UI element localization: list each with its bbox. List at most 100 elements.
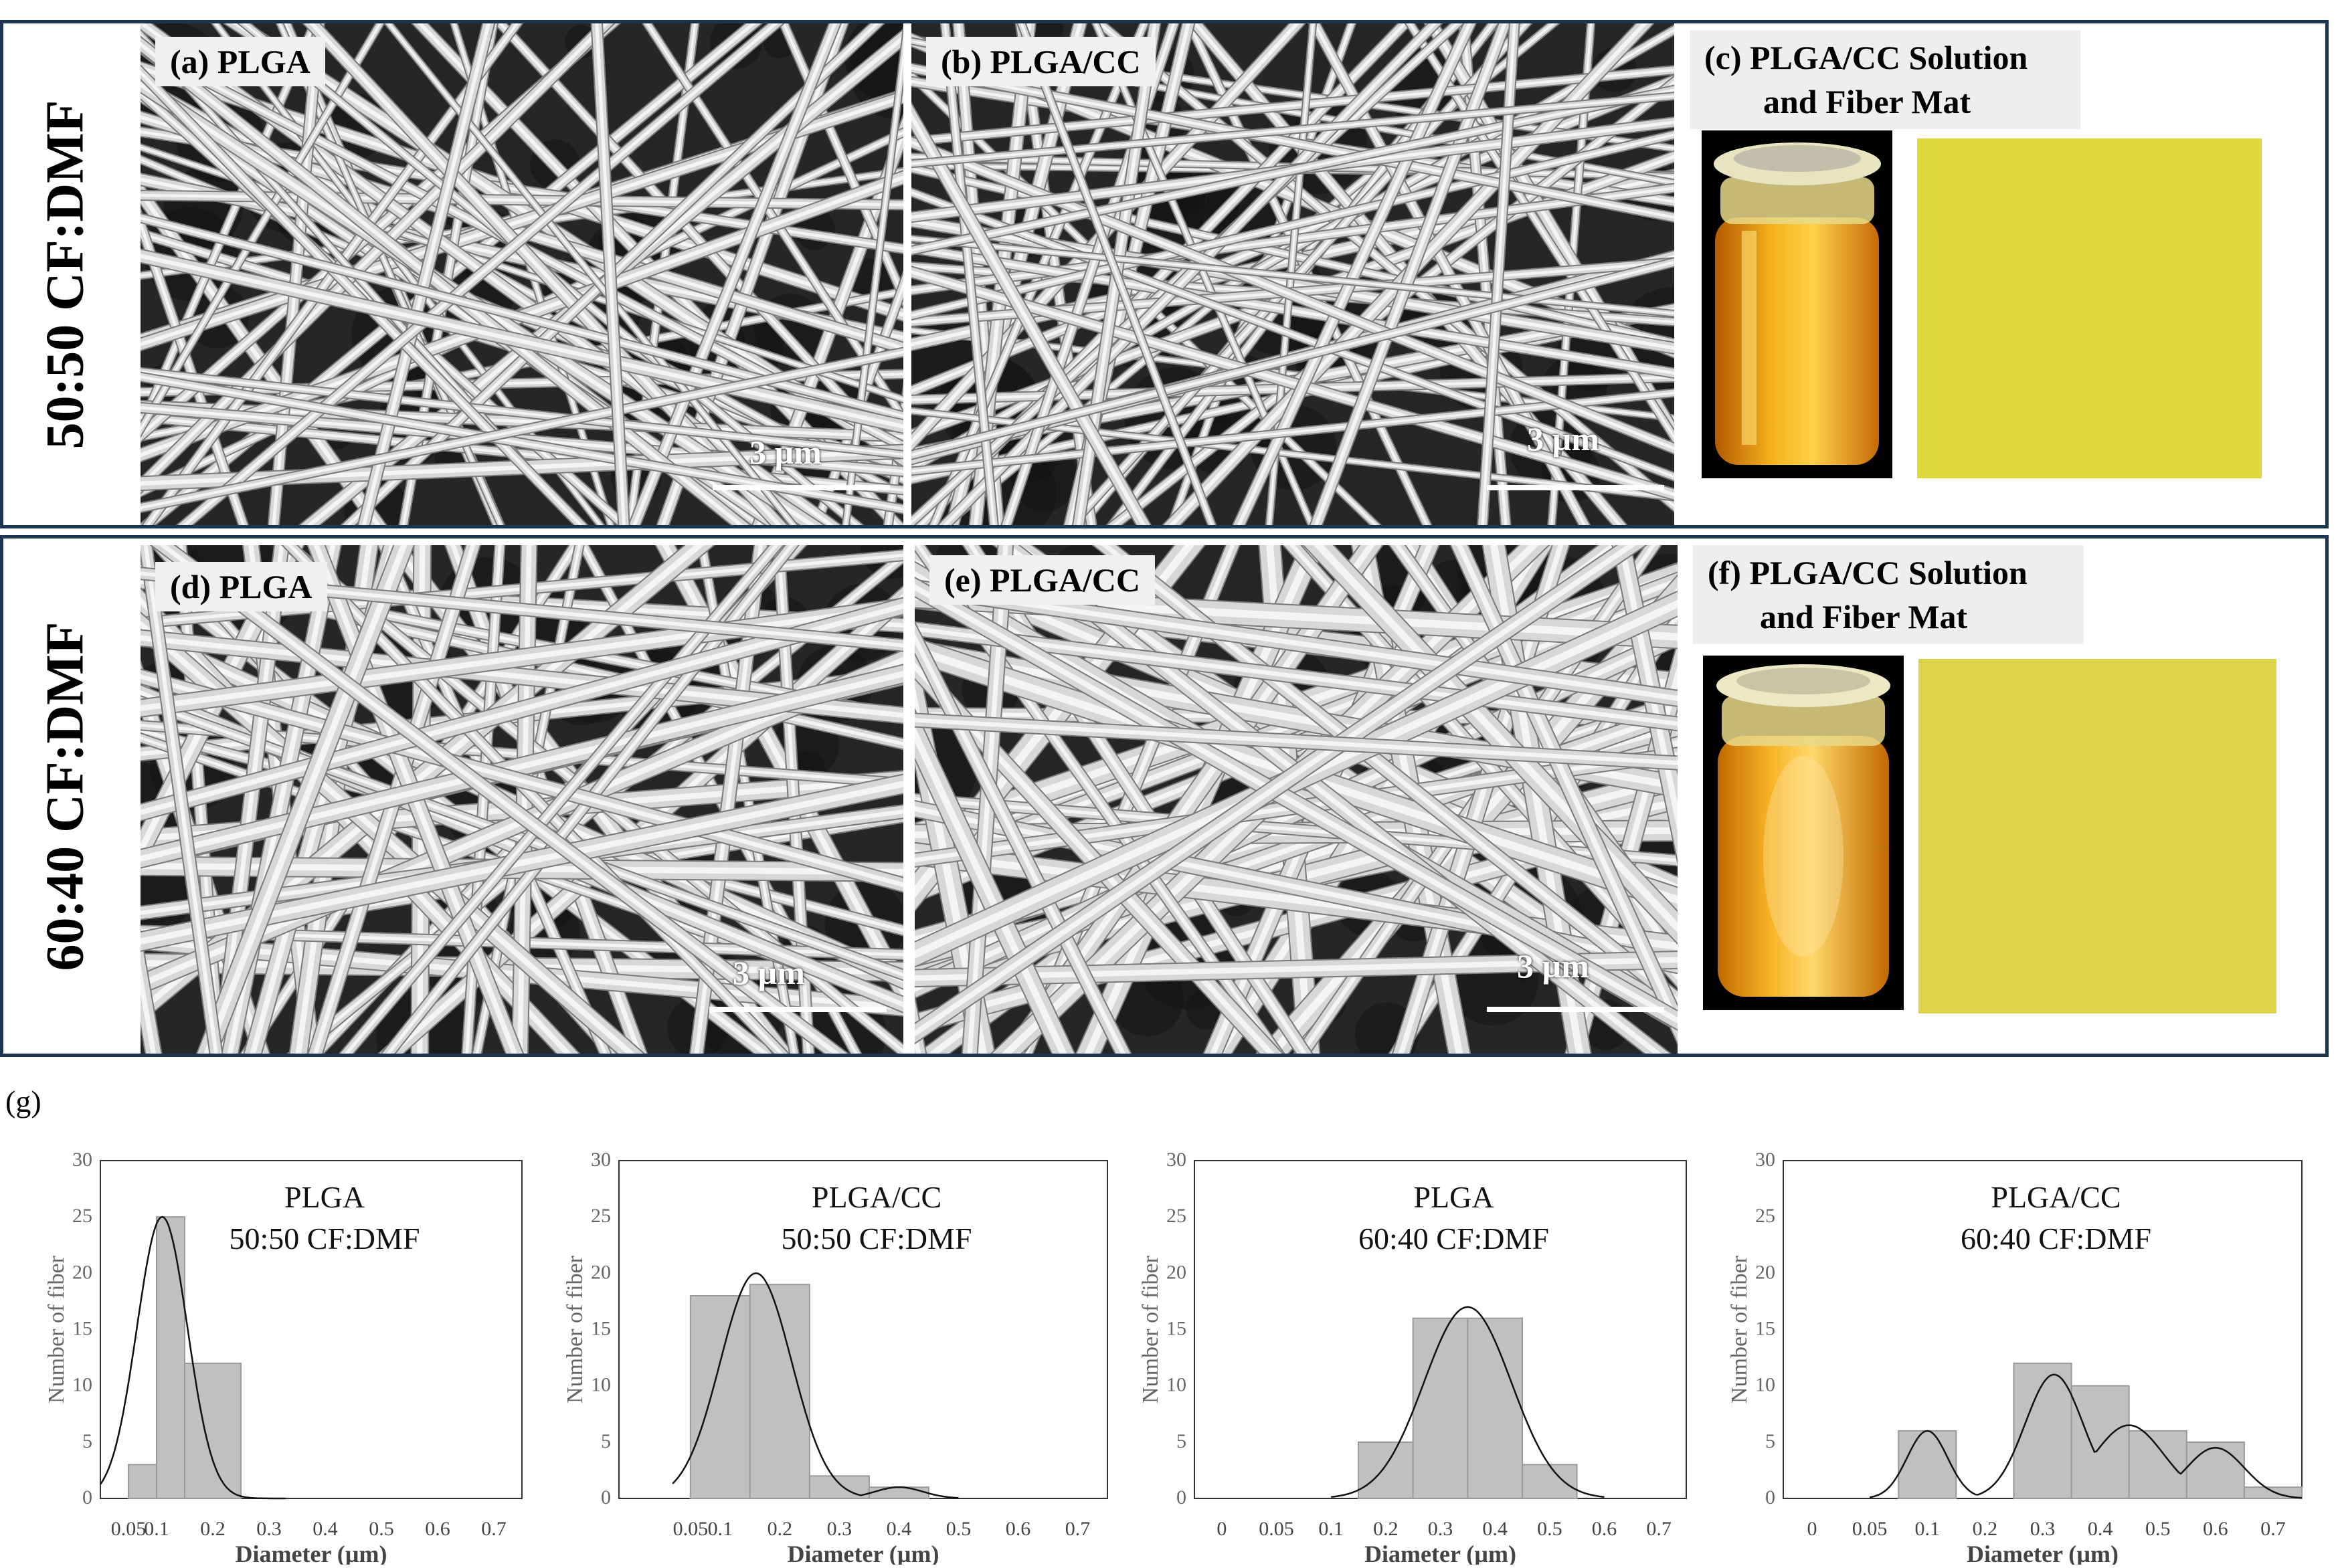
y-tick-label: 0 <box>1176 1486 1186 1508</box>
fit-curve <box>672 1272 959 1499</box>
histogram-bar <box>868 1486 929 1500</box>
x-tick-label: 0.4 <box>1482 1518 1508 1540</box>
x-tick-label: 0.7 <box>481 1518 507 1540</box>
y-tick-label: 5 <box>601 1430 611 1452</box>
chart-title-line1: PLGA/CC <box>1991 1180 2121 1214</box>
x-tick-label: 0.2 <box>1973 1518 1998 1540</box>
x-tick-label: 0.05 <box>673 1518 708 1540</box>
x-tick-label: 0.4 <box>312 1518 338 1540</box>
photo-label-c: (c) PLGA/CC Solution and Fiber Mat <box>1690 30 2080 129</box>
scale-bar-a <box>713 485 890 490</box>
fit-curve <box>99 1215 286 1500</box>
y-tick-label: 0 <box>601 1486 611 1508</box>
panel-label-e: (e) PLGA/CC <box>929 555 1155 605</box>
histogram-bar <box>1358 1441 1414 1499</box>
x-tick-label: 0.3 <box>2030 1518 2056 1540</box>
x-tick-label: 0.2 <box>768 1518 793 1540</box>
x-tick-label: 0.3 <box>827 1518 852 1540</box>
y-tick-label: 30 <box>1166 1149 1186 1171</box>
x-axis-label: Diameter (µm) <box>788 1541 939 1565</box>
x-tick-label: 0.6 <box>1592 1518 1617 1540</box>
x-tick-label: 0.6 <box>425 1518 450 1540</box>
histogram-bar <box>156 1216 185 1500</box>
row-label: 50:50 CF:DMF <box>9 23 122 525</box>
histogram-svg: 0 5 10 15 20 25 30 0 0.05 0.1 0.2 0.3 0.4 0.5 0.6 0.7 PL… <box>1138 1149 1687 1567</box>
scale-label-d: 3 µm <box>733 954 805 991</box>
histogram-svg: 0 5 10 15 20 25 30 0.050.1 0.2 0.3 0.4 0.5 0.6 0.7 PLG… <box>44 1149 523 1567</box>
histogram-bar <box>2185 1441 2245 1499</box>
solution-vial-photo <box>1702 130 1892 478</box>
row-label-text: 50:50 CF:DMF <box>35 99 95 450</box>
y-tick-label: 20 <box>591 1261 611 1283</box>
y-tick-label: 5 <box>82 1430 92 1452</box>
x-tick-label: 0.2 <box>1373 1518 1399 1540</box>
x-tick-label: 0.05 <box>1852 1518 1888 1540</box>
y-tick-label: 20 <box>72 1261 92 1283</box>
scale-bar-d <box>709 1007 887 1012</box>
x-tick-label: 0.7 <box>2260 1518 2286 1540</box>
histogram-plga-cc-50-50: 0 5 10 15 20 25 30 0.05 0.1 0.2 0.3 0.4 0.5 0.6 0.7 PLG… <box>559 1084 1134 1567</box>
histogram-plga-cc-60-40: 0 5 10 15 20 25 30 0 0.05 0.1 0.2 0.3 0.4 0.5 0.6 0.7 PL… <box>1723 1084 2329 1567</box>
histogram-svg: 0 5 10 15 20 25 30 0 0.05 0.1 0.2 0.3 0.4 0.5 0.6 0.7 PL… <box>1727 1149 2303 1567</box>
x-tick-label: 0 <box>1217 1518 1227 1540</box>
y-tick-label: 5 <box>1176 1430 1186 1452</box>
histogram-bar <box>1898 1430 1957 1499</box>
photo-label-f: (f) PLGA/CC Solution and Fiber Mat <box>1693 545 2084 644</box>
fit-curve <box>1331 1306 1605 1498</box>
x-tick-label: 0.1 <box>144 1518 169 1540</box>
histogram-plga-50-50: 0 5 10 15 20 25 30 0.05 0.1 0.2 0.3 0.4 0.5 0.6 0.7 PLG… <box>40 1084 549 1567</box>
x-tick-label: 0.5 <box>1537 1518 1562 1540</box>
scale-label-b: 3 µm <box>1527 420 1599 458</box>
y-tick-label: 5 <box>1765 1430 1775 1452</box>
chart-title-line1: PLGA/CC <box>812 1180 941 1214</box>
x-tick-label: 0.7 <box>1646 1518 1672 1540</box>
panel-label-b: (b) PLGA/CC <box>926 37 1156 86</box>
scale-label-e: 3 µm <box>1517 947 1589 985</box>
histogram-bar <box>1467 1317 1524 1499</box>
y-tick-label: 20 <box>1166 1261 1186 1283</box>
row-label-text: 60:40 CF:DMF <box>35 621 95 971</box>
panel-label-a: (a) PLGA <box>155 37 325 86</box>
y-tick-label: 30 <box>1755 1149 1775 1171</box>
fit-curve <box>1869 1373 2303 1499</box>
x-tick-label: 0.2 <box>200 1518 226 1540</box>
fiber-mat-photo <box>1918 659 2276 1013</box>
y-axis-label: Number of fiber <box>1727 1255 1752 1403</box>
chart-title-line2: 50:50 CF:DMF <box>229 1221 420 1256</box>
row-50-50: 50:50 CF:DMF (a) PLGA 3 µm (b) PLGA/CC 3… <box>0 20 2329 528</box>
x-tick-label: 0.5 <box>2145 1518 2171 1540</box>
x-tick-label: 0.6 <box>2203 1518 2228 1540</box>
y-axis-label: Number of fiber <box>44 1255 69 1403</box>
y-tick-label: 0 <box>1765 1486 1775 1508</box>
chart-title-line2: 60:40 CF:DMF <box>1358 1221 1549 1256</box>
x-tick-label: 0.5 <box>369 1518 394 1540</box>
x-tick-label: 0.3 <box>1428 1518 1453 1540</box>
row-60-40: 60:40 CF:DMF (d) PLGA 3 µm (e) PLGA/CC 3… <box>0 535 2329 1057</box>
histogram-bar <box>128 1464 157 1499</box>
x-axis-label: Diameter (µm) <box>236 1541 387 1565</box>
sem-image-d: (d) PLGA 3 µm <box>141 545 903 1054</box>
scale-label-a: 3 µm <box>749 433 822 471</box>
x-axis-label: Diameter (µm) <box>1967 1541 2119 1565</box>
x-tick-label: 0 <box>1807 1518 1817 1540</box>
x-tick-label: 0.05 <box>111 1518 147 1540</box>
chart-title-line2: 60:40 CF:DMF <box>1961 1221 2151 1256</box>
y-tick-label: 10 <box>591 1374 611 1396</box>
plot-frame <box>100 1160 523 1499</box>
x-tick-label: 0.1 <box>1318 1518 1344 1540</box>
y-tick-label: 10 <box>72 1374 92 1396</box>
y-tick-label: 30 <box>72 1149 92 1171</box>
y-tick-label: 15 <box>1166 1318 1186 1340</box>
x-tick-label: 0.4 <box>2088 1518 2113 1540</box>
sem-image-b: (b) PLGA/CC 3 µm <box>911 23 1674 525</box>
fiber-mat-photo <box>1917 138 2262 478</box>
x-tick-label: 0.1 <box>708 1518 733 1540</box>
sem-image-e: (e) PLGA/CC 3 µm <box>915 545 1678 1054</box>
histogram-plga-60-40: 0 5 10 15 20 25 30 0 0.05 0.1 0.2 0.3 0.4 0.5 0.6 0.7 PL… <box>1134 1084 1713 1567</box>
chart-title-line2: 50:50 CF:DMF <box>781 1221 972 1256</box>
y-tick-label: 30 <box>591 1149 611 1171</box>
x-tick-label: 0.5 <box>946 1518 972 1540</box>
panel-label-d: (d) PLGA <box>155 562 327 611</box>
y-tick-label: 10 <box>1166 1374 1186 1396</box>
